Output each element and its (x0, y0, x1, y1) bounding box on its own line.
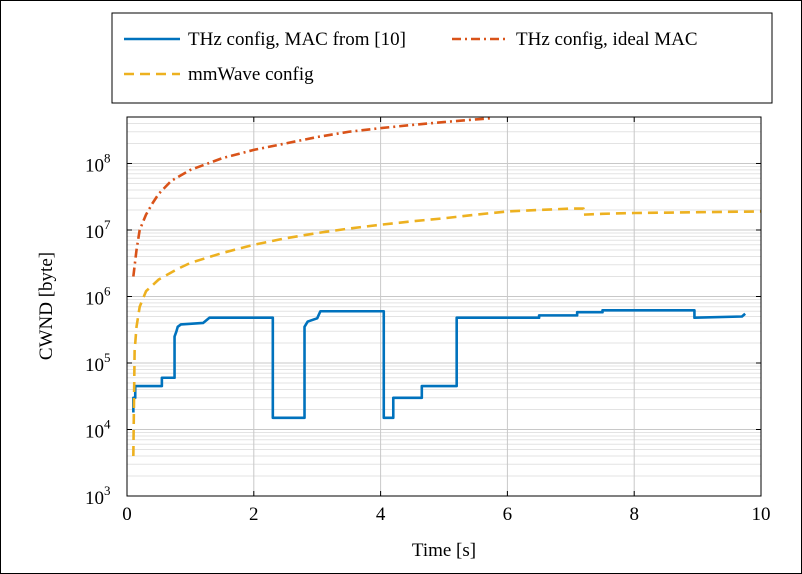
y-tick-label: 103 (85, 483, 111, 509)
plot-area-border (126, 116, 762, 497)
x-tick-label: 0 (122, 504, 132, 525)
grid-minor (127, 122, 761, 477)
y-axis-title: CWND [byte] (36, 252, 57, 360)
y-tick-label: 104 (85, 416, 111, 442)
series-line-1 (132, 308, 747, 420)
x-tick-label: 8 (629, 504, 639, 525)
legend-label-1: THz config, MAC from [10] (188, 29, 406, 50)
y-tick-label: 107 (85, 217, 111, 243)
legend-label-3: mmWave config (188, 64, 314, 85)
legend-box (111, 12, 773, 104)
series-layer (132, 117, 761, 456)
x-tick-labels: 0 2 4 6 8 10 (122, 504, 770, 525)
legend: THz config, MAC from [10] THz config, ide… (111, 12, 773, 104)
y-tick-label: 105 (85, 350, 111, 376)
series-line-3 (132, 207, 761, 456)
ticks-layer (126, 117, 762, 497)
x-tick-label: 10 (752, 504, 771, 525)
x-tick-label: 2 (249, 504, 259, 525)
x-tick-label: 6 (503, 504, 513, 525)
y-tick-label: 108 (85, 150, 111, 176)
legend-label-2: THz config, ideal MAC (516, 29, 698, 50)
y-tick-labels: 103 104 105 106 107 108 (85, 150, 111, 509)
series-line-2 (132, 117, 492, 277)
x-axis-title: Time [s] (412, 540, 476, 561)
y-tick-label: 106 (85, 283, 111, 309)
x-tick-label: 4 (376, 504, 386, 525)
